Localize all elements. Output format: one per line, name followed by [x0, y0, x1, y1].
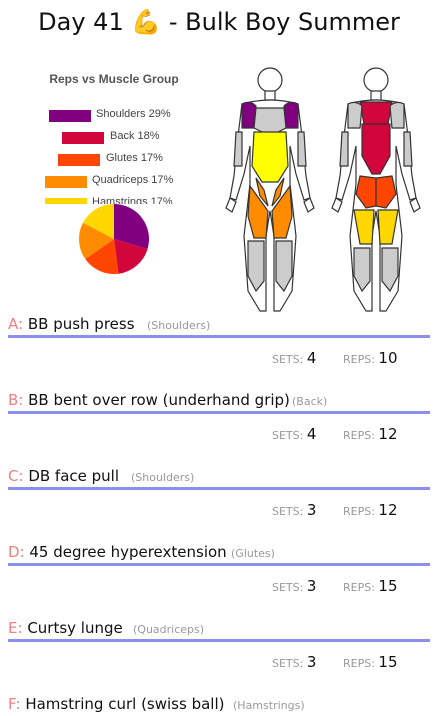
sets-field: SETS: 3	[272, 577, 316, 595]
reps-field: REPS: 10	[343, 349, 398, 367]
back-body-figure	[332, 68, 420, 311]
exercise-muscle-group: (Hamstrings)	[233, 699, 305, 712]
pie-chart	[78, 203, 150, 275]
legend-swatch	[62, 132, 104, 144]
exercise-name: C: DB face pull	[8, 467, 119, 485]
reps-field: REPS: 15	[343, 653, 398, 671]
exercise-divider	[8, 335, 430, 338]
exercise-name: E: Curtsy lunge	[8, 619, 123, 637]
exercise-divider	[8, 639, 430, 642]
exercise-divider	[8, 487, 430, 490]
exercise-muscle-group: (Shoulders)	[147, 319, 210, 332]
legend-item-quadriceps: Quadriceps 17%	[40, 174, 200, 188]
legend-label: Quadriceps 17%	[92, 174, 173, 186]
exercise-divider	[8, 411, 430, 414]
exercise-name: A: BB push press	[8, 315, 135, 333]
exercise-name: D: 45 degree hyperextension	[8, 543, 227, 561]
exercise-muscle-group: (Quadriceps)	[133, 623, 204, 636]
legend-label: Shoulders 29%	[96, 108, 171, 120]
sets-field: SETS: 3	[272, 653, 316, 671]
chart-legend: Shoulders 29% Back 18% Glutes 17% Quadri…	[40, 100, 200, 204]
exercise-name: B: BB bent over row (underhand grip)	[8, 391, 290, 409]
sets-field: SETS: 3	[272, 501, 316, 519]
exercise-c[interactable]: C: DB face pull (Shoulders) SETS: 3 REPS…	[8, 467, 430, 527]
exercise-a[interactable]: A: BB push press (Shoulders) SETS: 4 REP…	[8, 315, 430, 375]
reps-field: REPS: 12	[343, 501, 398, 519]
legend-swatch	[45, 176, 87, 188]
exercise-name: F: Hamstring curl (swiss ball)	[8, 695, 224, 713]
sets-field: SETS: 4	[272, 349, 316, 367]
exercise-d[interactable]: D: 45 degree hyperextension (Glutes) SET…	[8, 543, 430, 603]
legend-label: Back 18%	[110, 130, 160, 142]
exercise-divider	[8, 563, 430, 566]
muscle-map-figures	[220, 66, 430, 316]
front-body-figure	[226, 68, 314, 311]
exercise-f[interactable]: F: Hamstring curl (swiss ball) (Hamstrin…	[8, 695, 430, 716]
exercise-muscle-group: (Shoulders)	[131, 471, 194, 484]
page-title: Day 41 💪 - Bulk Boy Summer	[0, 8, 438, 36]
chart-title: Reps vs Muscle Group	[46, 72, 182, 86]
legend-swatch	[49, 110, 91, 122]
exercise-muscle-group: (Glutes)	[231, 547, 275, 560]
exercise-b[interactable]: B: BB bent over row (underhand grip) (Ba…	[8, 391, 430, 451]
legend-swatch	[58, 154, 100, 166]
reps-field: REPS: 12	[343, 425, 398, 443]
legend-item-back: Back 18%	[40, 130, 200, 144]
legend-item-glutes: Glutes 17%	[40, 152, 200, 166]
legend-item-shoulders: Shoulders 29%	[40, 108, 200, 122]
sets-field: SETS: 4	[272, 425, 316, 443]
exercise-e[interactable]: E: Curtsy lunge (Quadriceps) SETS: 3 REP…	[8, 619, 430, 679]
reps-field: REPS: 15	[343, 577, 398, 595]
exercise-muscle-group: (Back)	[292, 395, 327, 408]
legend-label: Glutes 17%	[106, 152, 163, 164]
